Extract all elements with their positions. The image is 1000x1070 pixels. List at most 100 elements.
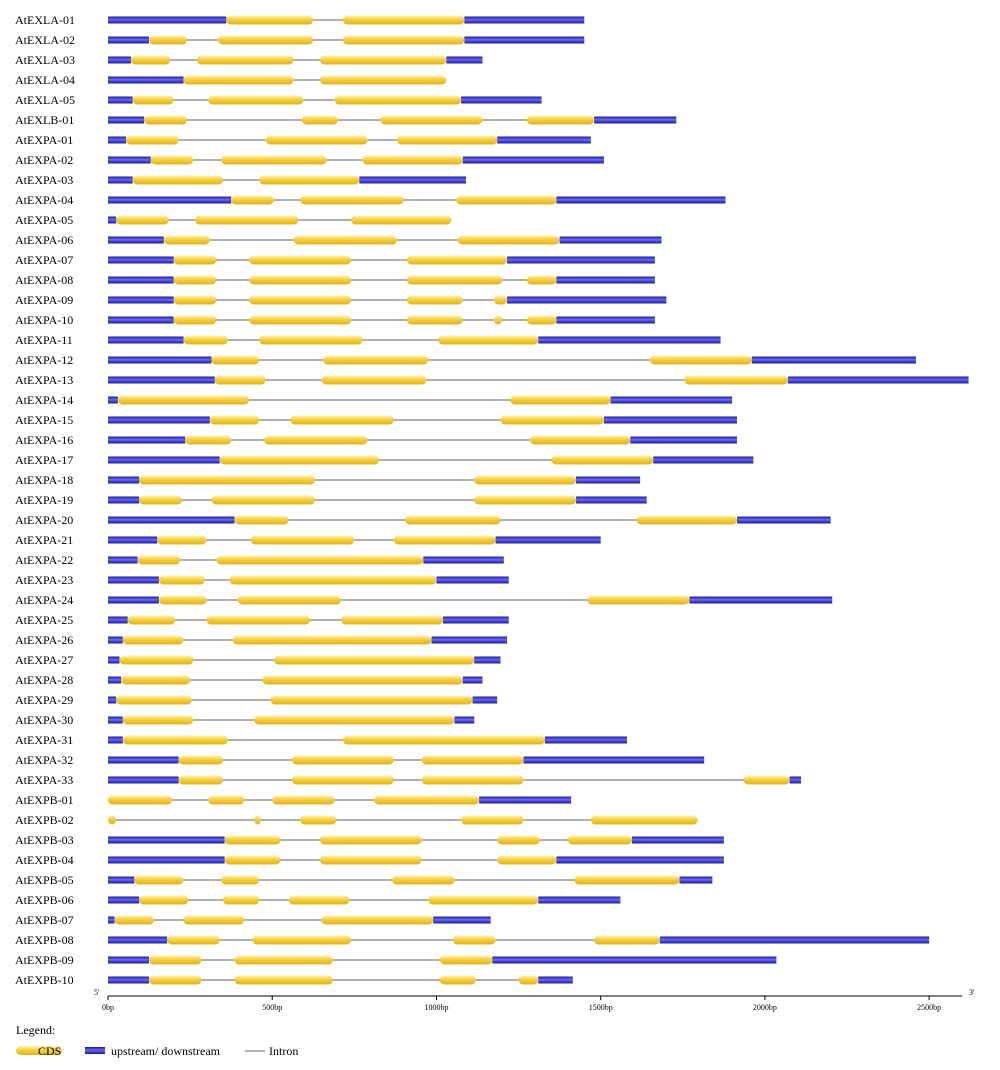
cds-segment [252, 935, 352, 945]
gene-row: AtEXPA-12 [15, 353, 917, 367]
legend-utr-swatch [85, 1047, 105, 1054]
cds-segment [208, 795, 245, 805]
utr-segment [594, 116, 677, 124]
utr-segment [108, 756, 179, 764]
cds-segment [265, 135, 368, 145]
cds-segment [183, 335, 228, 345]
cds-segment [122, 715, 194, 725]
utr-segment [497, 136, 591, 144]
utr-segment [108, 696, 117, 704]
cds-segment [214, 375, 266, 385]
cds-segment [196, 55, 294, 65]
cds-segment [116, 695, 192, 705]
cds-segment [493, 295, 508, 305]
legend: Legend: CDS upstream/ downstream Intron [16, 1023, 298, 1058]
gene-row: AtEXPA-14 [15, 393, 733, 407]
gene-row: AtEXLB-01 [15, 113, 677, 127]
gene-name: AtEXPA-25 [15, 613, 73, 627]
cds-segment [158, 575, 205, 585]
cds-segment [173, 255, 217, 265]
utr-segment [108, 916, 115, 924]
cds-segment [250, 535, 355, 545]
cds-segment [173, 315, 217, 325]
utr-segment [108, 636, 123, 644]
gene-name: AtEXLA-02 [15, 33, 75, 47]
gene-row: AtEXLA-02 [15, 33, 585, 47]
gene-name: AtEXPA-19 [15, 493, 73, 507]
gene-row: AtEXPA-20 [15, 513, 831, 527]
cds-segment [406, 315, 463, 325]
cds-segment [518, 975, 539, 985]
cds-segment [249, 295, 352, 305]
utr-segment [108, 196, 232, 204]
utr-segment [689, 596, 833, 604]
axis-tick-label: 0bp [102, 1003, 114, 1012]
gene-name: AtEXPA-16 [15, 433, 73, 447]
cds-segment [497, 855, 557, 865]
cds-segment [567, 835, 632, 845]
gene-row: AtEXPA-19 [15, 493, 647, 507]
cds-segment [117, 395, 250, 405]
cds-segment [551, 455, 654, 465]
cds-segment [474, 475, 577, 485]
gene-name: AtEXPA-08 [15, 273, 73, 287]
cds-segment [342, 15, 465, 25]
legend-title: Legend: [16, 1023, 55, 1037]
cds-segment [108, 815, 117, 825]
cds-segment [500, 415, 604, 425]
cds-segment [636, 515, 738, 525]
utr-segment [108, 936, 168, 944]
legend-cds-label: CDS [38, 1044, 61, 1058]
cds-segment [374, 795, 480, 805]
cds-segment [209, 415, 260, 425]
cds-segment [163, 235, 210, 245]
cds-segment [273, 655, 475, 665]
utr-segment [433, 916, 491, 924]
gene-row: AtEXPA-22 [15, 553, 504, 567]
utr-segment [108, 476, 140, 484]
cds-segment [342, 35, 465, 45]
utr-segment [556, 196, 726, 204]
utr-segment [108, 56, 131, 64]
cds-segment [226, 15, 314, 25]
gene-name: AtEXPB-05 [15, 873, 74, 887]
utr-segment [108, 216, 117, 224]
legend-cds-swatch [16, 1046, 62, 1055]
cds-segment [231, 195, 274, 205]
cds-segment [132, 95, 174, 105]
utr-segment [108, 16, 227, 24]
gene-name: AtEXPA-13 [15, 373, 73, 387]
utr-segment [108, 96, 133, 104]
cds-segment [262, 675, 463, 685]
utr-segment [108, 676, 122, 684]
utr-segment [108, 176, 133, 184]
utr-segment [679, 876, 713, 884]
gene-row: AtEXPA-18 [15, 473, 641, 487]
utr-segment [507, 296, 667, 304]
cds-segment [439, 955, 493, 965]
gene-row: AtEXPA-33 [15, 773, 802, 787]
cds-segment [219, 455, 379, 465]
gene-rows: AtEXLA-01 AtEXLA-02 AtEXLA-03 AtEXLA-04 AtEX… [15, 13, 969, 987]
utr-segment [464, 36, 585, 44]
cds-segment [139, 475, 315, 485]
gene-name: AtEXLA-03 [15, 53, 75, 67]
gene-row: AtEXPB-06 [15, 893, 621, 907]
cds-segment [137, 555, 181, 565]
gene-name: AtEXPB-03 [15, 833, 74, 847]
gene-name: AtEXPB-06 [15, 893, 74, 907]
legend-intron-label: Intron [269, 1044, 298, 1058]
gene-row: AtEXPA-28 [15, 673, 483, 687]
cds-segment [341, 615, 444, 625]
gene-name: AtEXPA-11 [15, 333, 73, 347]
utr-segment [556, 276, 655, 284]
gene-name: AtEXPB-01 [15, 793, 74, 807]
utr-segment [507, 256, 655, 264]
cds-segment [493, 315, 503, 325]
gene-row: AtEXPA-16 [15, 433, 738, 447]
utr-segment [538, 336, 721, 344]
gene-row: AtEXPB-07 [15, 913, 491, 927]
cds-segment [321, 915, 434, 925]
gene-row: AtEXPA-26 [15, 633, 508, 647]
